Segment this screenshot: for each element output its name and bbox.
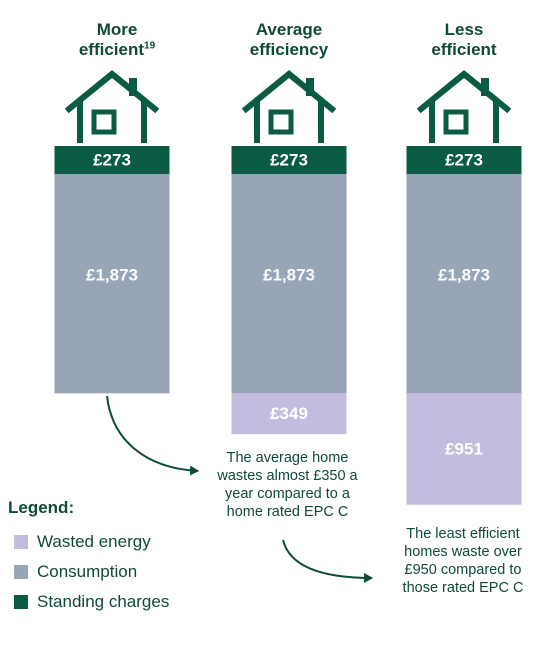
bar-segment-wasted-energy — [406, 393, 522, 505]
house-icon — [416, 70, 512, 143]
data-label-consumption: £1,873 — [438, 265, 490, 284]
annotation-line: The average home — [226, 450, 349, 466]
data-label-standing-charges: £273 — [270, 150, 308, 169]
annotation-line: year compared to a — [225, 486, 350, 502]
bar-segment-standing-charges — [406, 146, 522, 174]
column-title-line2: efficient — [78, 40, 145, 59]
legend-item-consumption: Consumption — [14, 562, 137, 582]
house-icon — [241, 70, 337, 143]
annotation-line: wastes almost £350 a — [217, 468, 358, 484]
annotation-line: £950 compared to — [404, 562, 522, 578]
data-label-wasted-energy: £951 — [445, 439, 483, 458]
footnote-marker: 19 — [144, 40, 156, 52]
column-title-line1: More — [96, 20, 138, 39]
annotation-line: home rated EPC C — [226, 504, 349, 520]
legend-label: Consumption — [37, 562, 138, 581]
column-title-less-efficient: Less efficient — [389, 20, 539, 60]
data-label-consumption: £1,873 — [86, 265, 138, 284]
bar-segment-standing-charges — [231, 146, 347, 174]
legend-item-standing-charges: Standing charges — [14, 592, 169, 612]
legend-swatch — [14, 595, 28, 609]
column-title-more-efficient: More efficient19 — [42, 20, 192, 60]
house-icon — [64, 70, 160, 143]
data-label-standing-charges: £273 — [445, 150, 483, 169]
legend-label: Wasted energy — [37, 532, 151, 551]
data-label-standing-charges: £273 — [93, 150, 131, 169]
bar-segment-wasted-energy — [231, 393, 347, 435]
arrow-average-annotation — [106, 395, 199, 476]
annotation-line: The least efficient — [406, 526, 520, 542]
annotation-line: homes waste over — [404, 544, 522, 560]
column-title-line1: Average — [255, 20, 323, 39]
legend-swatch — [14, 535, 28, 549]
column-title-line1: Less — [444, 20, 484, 39]
data-label-wasted-energy: £349 — [270, 404, 308, 423]
data-label-consumption: £1,873 — [263, 265, 315, 284]
annotation-average-home: The average home wastes almost £350 a ye… — [190, 449, 385, 521]
bar-segment-consumption — [231, 174, 347, 394]
bar-segment-standing-charges — [54, 146, 170, 174]
annotation-least-efficient: The least efficient homes waste over £95… — [378, 525, 548, 597]
legend-title: Legend: — [8, 498, 75, 517]
legend-swatch — [14, 565, 28, 579]
column-title-line2: efficient — [431, 40, 497, 59]
column-title-line2: efficiency — [249, 40, 329, 59]
bar-segment-consumption — [406, 174, 522, 394]
legend-item-wasted-energy: Wasted energy — [14, 532, 151, 552]
annotation-line: those rated EPC C — [402, 580, 524, 596]
legend-label: Standing charges — [37, 592, 170, 611]
bar-segment-consumption — [54, 174, 170, 394]
column-title-average-efficiency: Average efficiency — [214, 20, 364, 60]
arrow-least-annotation — [282, 539, 373, 583]
